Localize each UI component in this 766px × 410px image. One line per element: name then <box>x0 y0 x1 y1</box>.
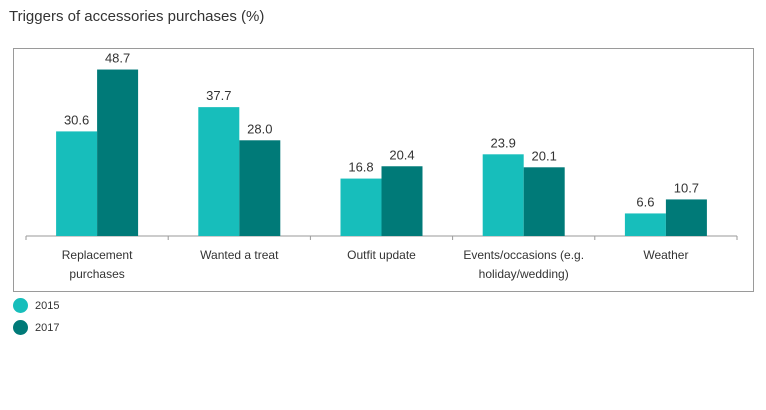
bar-2017 <box>523 167 565 236</box>
bar-2017 <box>97 69 139 236</box>
data-label: 28.0 <box>247 121 272 136</box>
data-label: 48.7 <box>105 51 130 66</box>
data-label: 23.9 <box>491 135 516 150</box>
data-label: 20.4 <box>389 147 414 162</box>
x-tick-label: purchases <box>69 267 124 281</box>
legend-item-2017: 2017 <box>13 320 59 335</box>
bar-2015 <box>198 107 240 236</box>
legend-swatch-2015 <box>13 298 28 313</box>
x-tick-label: Wanted a treat <box>200 248 279 262</box>
chart-frame <box>13 48 754 292</box>
bar-2015 <box>340 178 382 236</box>
x-tick-label: holiday/wedding) <box>479 267 569 281</box>
legend-item-2015: 2015 <box>13 298 59 313</box>
x-tick-label: Replacement <box>62 248 133 262</box>
x-tick-label: Events/occasions (e.g. <box>463 248 584 262</box>
bar-2017 <box>665 199 707 236</box>
data-label: 10.7 <box>674 180 699 195</box>
data-label: 30.6 <box>64 112 89 127</box>
data-label: 20.1 <box>532 148 557 163</box>
x-tick-label: Outfit update <box>347 248 416 262</box>
bar-2015 <box>624 213 666 236</box>
data-label: 6.6 <box>636 194 654 209</box>
bar-2017 <box>381 166 423 236</box>
legend-swatch-2017 <box>13 320 28 335</box>
x-tick-label: Weather <box>643 248 688 262</box>
bar-2015 <box>56 131 98 236</box>
bar-2015 <box>482 154 524 236</box>
legend-label-2017: 2017 <box>35 321 60 334</box>
chart-title: Triggers of accessories purchases (%) <box>9 8 265 25</box>
data-label: 16.8 <box>348 160 373 175</box>
bar-2017 <box>239 140 281 236</box>
legend-label-2015: 2015 <box>35 299 60 312</box>
data-label: 37.7 <box>206 88 231 103</box>
